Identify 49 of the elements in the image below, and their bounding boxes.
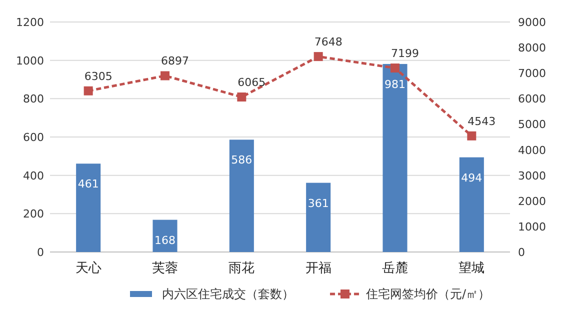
y-tick-label: 400 bbox=[23, 169, 44, 182]
x-tick-label: 开福 bbox=[305, 261, 332, 276]
x-tick-label: 天心 bbox=[75, 260, 102, 276]
data-label: 7199 bbox=[391, 47, 419, 60]
y-tick-label: 1000 bbox=[16, 54, 44, 68]
y-tick-label: 800 bbox=[23, 92, 44, 106]
data-label: 6305 bbox=[84, 70, 112, 83]
data-label: 586 bbox=[231, 154, 252, 167]
data-label: 168 bbox=[154, 234, 176, 247]
data-label: 4543 bbox=[468, 114, 496, 128]
data-label: 461 bbox=[78, 178, 99, 191]
y2-tick-label: 2000 bbox=[518, 194, 546, 208]
bar bbox=[382, 64, 408, 252]
y2-tick-label: 9000 bbox=[518, 16, 546, 29]
x-tick-label: 望城 bbox=[458, 261, 485, 276]
point bbox=[467, 131, 476, 140]
bar bbox=[306, 182, 331, 252]
point bbox=[314, 52, 323, 62]
legend-label: 内六区住宅成交（套数） bbox=[162, 287, 294, 301]
data-label: 7648 bbox=[314, 36, 342, 49]
data-label: 981 bbox=[384, 78, 406, 91]
data-label: 361 bbox=[308, 196, 329, 210]
y2-tick-label: 8000 bbox=[518, 42, 546, 55]
data-label: 6065 bbox=[238, 76, 266, 90]
y2-tick-label: 7000 bbox=[518, 67, 546, 80]
bar bbox=[459, 157, 484, 252]
x-tick-label: 雨花 bbox=[228, 261, 255, 276]
y-tick-label: 0 bbox=[37, 246, 44, 259]
y2-tick-label: 3000 bbox=[518, 169, 546, 182]
point bbox=[84, 86, 93, 96]
y2-tick-label: 1000 bbox=[518, 220, 546, 234]
bar bbox=[229, 140, 254, 252]
y-tick-label: 200 bbox=[23, 208, 44, 221]
y2-tick-label: 6000 bbox=[518, 92, 546, 106]
bar bbox=[152, 220, 178, 252]
point bbox=[390, 64, 400, 73]
y-tick-label: 1200 bbox=[16, 16, 44, 29]
point bbox=[160, 71, 170, 80]
x-tick-label: 岳麓 bbox=[382, 261, 408, 276]
bar bbox=[76, 164, 101, 252]
y2-tick-label: 0 bbox=[518, 246, 525, 259]
x-tick-label: 芙蓉 bbox=[152, 261, 178, 276]
data-label: 494 bbox=[461, 171, 482, 184]
y-tick-label: 600 bbox=[23, 131, 44, 144]
data-label: 6897 bbox=[161, 54, 189, 68]
y2-tick-label: 5000 bbox=[518, 118, 546, 132]
point bbox=[237, 92, 246, 102]
y2-tick-label: 4000 bbox=[518, 144, 546, 157]
legend-label: 住宅网签均价（元/㎡） bbox=[365, 287, 490, 301]
